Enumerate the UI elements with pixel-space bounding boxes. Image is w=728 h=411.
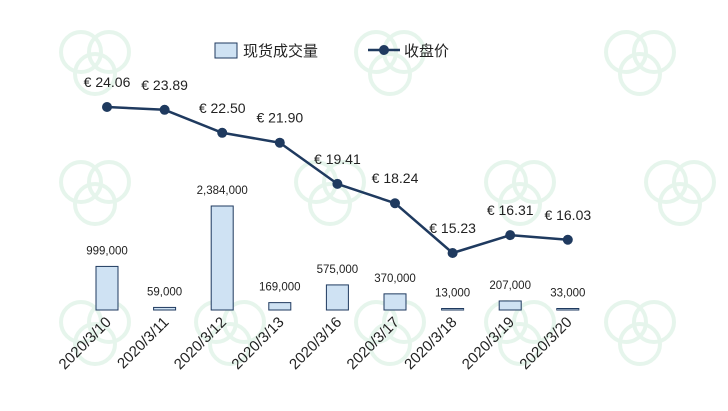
volume-bar — [383, 293, 407, 311]
price-point — [332, 178, 343, 189]
price-label: € 21.90 — [256, 110, 303, 126]
price-label: € 18.24 — [372, 170, 419, 186]
volume-bar — [95, 265, 119, 311]
price-label: € 16.31 — [487, 202, 534, 218]
price-point — [447, 248, 458, 258]
price-label: € 24.06 — [84, 74, 131, 90]
volume-bar — [153, 306, 177, 311]
x-tick-label: 2020/3/11 — [114, 314, 172, 372]
legend-line-marker — [379, 45, 389, 55]
volume-bar — [210, 205, 234, 311]
price-point — [562, 234, 573, 245]
watermark-mark — [59, 30, 131, 96]
price-point — [217, 127, 228, 138]
volume-label: 207,000 — [489, 280, 531, 292]
price-point — [102, 102, 112, 112]
price-label: € 23.89 — [141, 77, 188, 93]
volume-label: 13,000 — [435, 288, 470, 300]
watermark-mark — [59, 160, 131, 226]
volume-label: 999,000 — [86, 245, 128, 257]
price-point — [159, 104, 170, 115]
price-label: € 22.50 — [199, 100, 246, 116]
watermark-mark — [294, 160, 366, 226]
price-points — [102, 102, 573, 258]
x-tick-label: 2020/3/16 — [286, 314, 345, 373]
volume-bars — [95, 205, 580, 311]
price-point — [390, 198, 400, 209]
volume-label: 33,000 — [550, 288, 585, 300]
volume-bar — [556, 308, 580, 311]
volume-labels: 999,000 59,000 2,384,000 169,000 575,000 370,… — [86, 185, 585, 300]
watermark-mark — [604, 30, 676, 96]
price-labels: € 24.06 € 23.89 € 22.50 € 21.90 € 19.41 € 18.… — [84, 74, 592, 236]
volume-bar — [268, 302, 292, 311]
price-label: € 15.23 — [429, 220, 476, 236]
volume-label: 59,000 — [147, 286, 182, 298]
legend: 现货成交量 收盘价 — [214, 42, 449, 60]
legend-bar-swatch — [214, 42, 238, 59]
watermark-mark — [484, 160, 556, 226]
volume-bar — [441, 308, 465, 311]
x-axis-ticks: 2020/3/10 2020/3/112020/3/122020/3/132020… — [56, 314, 576, 373]
volume-label: 575,000 — [317, 264, 359, 276]
legend-bar-label: 现货成交量 — [243, 42, 318, 60]
watermark — [59, 30, 716, 366]
price-point — [505, 230, 516, 241]
volume-bar — [325, 284, 349, 311]
price-point — [274, 137, 285, 148]
watermark-mark — [604, 300, 676, 366]
volume-label: 2,384,000 — [197, 185, 248, 197]
volume-label: 370,000 — [374, 273, 416, 285]
price-label: € 16.03 — [544, 207, 591, 223]
legend-line-label: 收盘价 — [404, 42, 449, 60]
volume-bar — [498, 300, 522, 311]
watermark-mark — [644, 160, 716, 226]
price-label: € 19.41 — [314, 151, 361, 167]
volume-label: 169,000 — [259, 282, 301, 294]
